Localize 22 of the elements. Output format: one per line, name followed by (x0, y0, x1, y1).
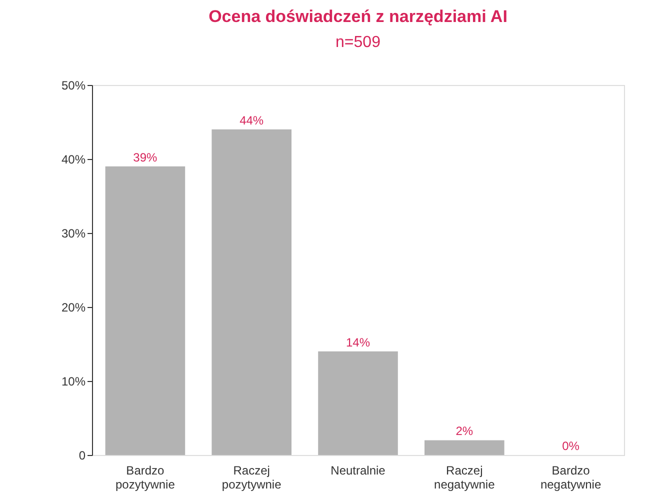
bar (105, 166, 186, 455)
chart-subtitle: n=509 (336, 34, 381, 51)
x-tick-label: Bardzo negatywnie (540, 464, 602, 492)
y-tick-label: 10% (61, 374, 86, 388)
data-label: 0% (562, 439, 580, 453)
x-tick-label: Raczej negatywnie (434, 464, 496, 492)
bar (212, 129, 292, 455)
data-label: 44% (240, 113, 264, 128)
y-tick-label: 40% (61, 152, 86, 166)
y-tick-label: 20% (61, 300, 86, 314)
data-label: 14% (346, 335, 370, 350)
chart-title: Ocena doświadczeń z narzędziami AI (208, 7, 508, 26)
bar (424, 440, 504, 455)
data-label: 2% (456, 424, 474, 438)
x-tick-label: Neutralnie (330, 464, 386, 478)
y-tick-label: 50% (61, 78, 86, 92)
data-label: 39% (133, 150, 158, 164)
y-tick-label: 0 (78, 448, 86, 462)
x-tick-label: Bardzo pozytywnie (116, 464, 176, 492)
y-tick-label: 30% (61, 226, 86, 240)
bar (318, 351, 398, 455)
x-tick-label: Raczej pozytywnie (222, 464, 282, 492)
